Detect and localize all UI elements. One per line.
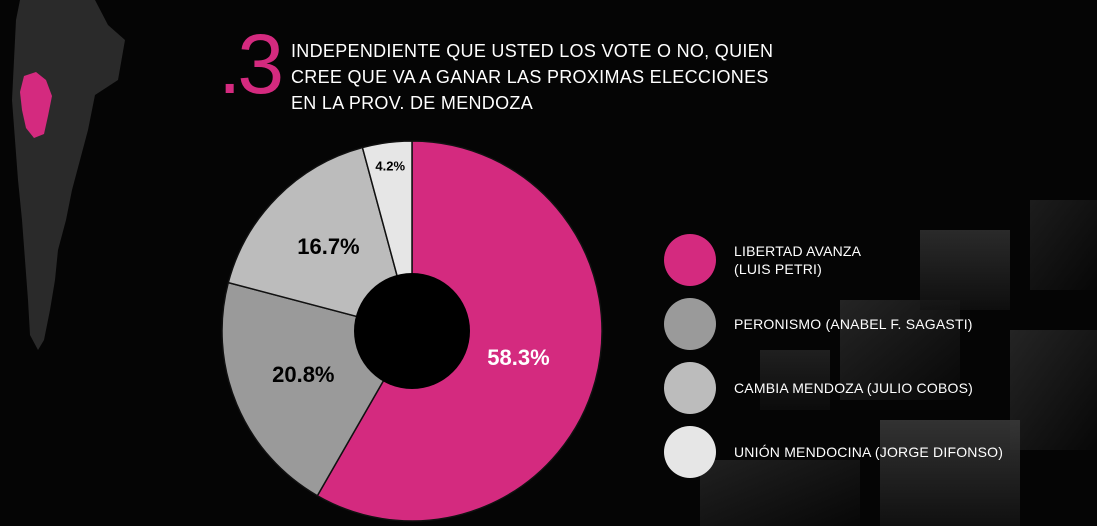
mendoza-province xyxy=(20,72,52,138)
slice-label: 4.2% xyxy=(375,159,405,174)
legend-item: PERONISMO (ANABEL F. SAGASTI) xyxy=(664,292,1064,356)
question-number: .3 xyxy=(218,17,284,111)
donut-slice xyxy=(227,146,414,333)
question-text: INDEPENDIENTE QUE USTED LOS VOTE O NO, Q… xyxy=(291,41,774,113)
legend-swatch xyxy=(664,298,716,350)
slice-label: 20.8% xyxy=(272,362,334,387)
legend-label: CAMBIA MENDOZA (JULIO COBOS) xyxy=(734,380,973,396)
question-title: INDEPENDIENTE QUE USTED LOS VOTE O NO, Q… xyxy=(291,38,851,116)
legend-item: LIBERTAD AVANZA (LUIS PETRI) xyxy=(664,228,1064,292)
legend: LIBERTAD AVANZA (LUIS PETRI) PERONISMO (A… xyxy=(664,228,1064,484)
argentina-map xyxy=(12,0,125,350)
slice-label: 16.7% xyxy=(297,234,359,259)
legend-swatch xyxy=(664,426,716,478)
legend-item: CAMBIA MENDOZA (JULIO COBOS) xyxy=(664,356,1064,420)
legend-label: LIBERTAD AVANZA (LUIS PETRI) xyxy=(734,243,862,277)
legend-label: PERONISMO (ANABEL F. SAGASTI) xyxy=(734,316,973,332)
legend-swatch xyxy=(664,362,716,414)
donut-hole xyxy=(354,273,470,389)
legend-swatch xyxy=(664,234,716,286)
legend-item: UNIÓN MENDOCINA (JORGE DIFONSO) xyxy=(664,420,1064,484)
slice-label: 58.3% xyxy=(487,345,549,370)
legend-label: UNIÓN MENDOCINA (JORGE DIFONSO) xyxy=(734,444,1004,460)
